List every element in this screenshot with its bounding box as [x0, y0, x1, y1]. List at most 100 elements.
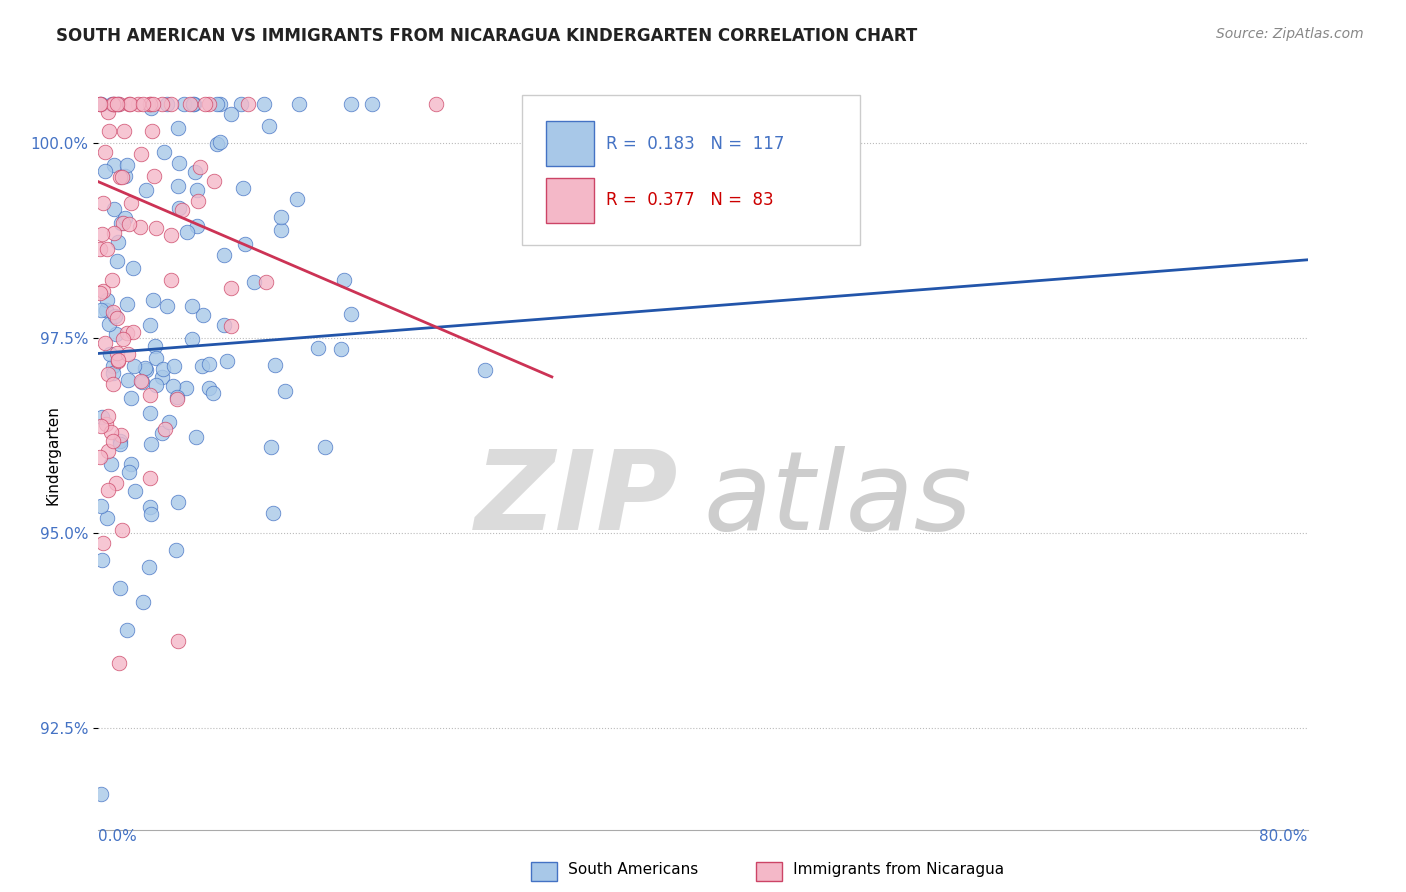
Point	[142, 293, 165, 308]
Point	[159, 415, 181, 429]
Point	[184, 430, 207, 444]
Point	[90, 303, 112, 318]
Point	[104, 476, 127, 491]
Point	[143, 339, 166, 353]
Point	[100, 457, 122, 471]
Point	[101, 377, 124, 392]
Point	[179, 96, 201, 111]
Point	[117, 326, 139, 341]
Point	[131, 96, 153, 111]
Point	[150, 426, 173, 441]
Point	[274, 384, 297, 398]
Point	[108, 434, 131, 449]
Point	[191, 308, 214, 322]
Point	[152, 362, 174, 376]
Point	[90, 418, 112, 433]
Point	[114, 211, 136, 226]
Point	[139, 471, 162, 485]
Point	[115, 158, 138, 172]
Point	[236, 96, 259, 111]
Point	[90, 96, 112, 111]
Point	[262, 506, 284, 520]
Point	[110, 437, 132, 451]
Point	[288, 96, 311, 111]
Point	[122, 359, 145, 374]
Point	[138, 559, 160, 574]
Point	[100, 425, 122, 439]
Point	[198, 96, 221, 111]
Text: South Americans: South Americans	[534, 863, 699, 877]
Point	[115, 623, 138, 637]
Point	[91, 553, 114, 567]
Point	[111, 332, 134, 346]
Point	[98, 346, 121, 360]
Point	[107, 235, 129, 250]
Point	[184, 164, 207, 178]
Point	[97, 443, 120, 458]
Point	[217, 353, 239, 368]
Point	[156, 299, 179, 313]
Point	[139, 101, 162, 115]
Point	[101, 273, 124, 287]
Point	[145, 351, 167, 365]
Point	[167, 156, 190, 170]
Point	[107, 96, 129, 111]
Point	[91, 536, 114, 550]
Point	[129, 375, 152, 389]
Point	[163, 359, 186, 373]
Point	[103, 202, 125, 217]
Point	[94, 417, 117, 431]
Point	[118, 218, 141, 232]
Point	[339, 96, 361, 111]
Point	[166, 392, 188, 406]
Point	[165, 543, 187, 558]
Point	[105, 345, 128, 359]
Point	[90, 787, 112, 801]
Point	[91, 284, 114, 298]
Point	[139, 406, 162, 420]
Point	[112, 124, 135, 138]
Text: ZIP: ZIP	[475, 446, 679, 553]
Point	[139, 500, 162, 514]
Point	[142, 96, 165, 111]
Point	[105, 96, 128, 111]
Point	[139, 437, 162, 451]
Point	[340, 307, 363, 321]
Point	[160, 273, 183, 287]
Point	[120, 96, 142, 111]
Point	[103, 366, 125, 380]
Point	[103, 96, 125, 111]
Text: Immigrants from Nicaragua: Immigrants from Nicaragua	[759, 863, 1004, 877]
Point	[96, 242, 118, 256]
Point	[110, 581, 132, 595]
Point	[253, 96, 276, 111]
Point	[129, 147, 152, 161]
Point	[110, 428, 132, 442]
Point	[361, 96, 384, 111]
Point	[156, 96, 179, 111]
Point	[94, 303, 117, 318]
Point	[150, 96, 173, 111]
Point	[186, 219, 208, 233]
Point	[104, 326, 127, 341]
Point	[111, 169, 134, 184]
Point	[166, 390, 188, 404]
Point	[97, 104, 120, 119]
Point	[97, 124, 120, 138]
Point	[115, 297, 138, 311]
Point	[330, 343, 353, 357]
Point	[159, 227, 181, 242]
Point	[135, 362, 157, 376]
Point	[145, 221, 167, 235]
Point	[90, 499, 112, 513]
Point	[198, 381, 221, 395]
Point	[89, 96, 111, 111]
Point	[139, 96, 162, 111]
Point	[160, 96, 183, 111]
Point	[101, 359, 124, 374]
Point	[103, 96, 125, 111]
Point	[176, 380, 198, 394]
Point	[205, 136, 228, 151]
Point	[107, 353, 129, 368]
Point	[270, 223, 292, 237]
